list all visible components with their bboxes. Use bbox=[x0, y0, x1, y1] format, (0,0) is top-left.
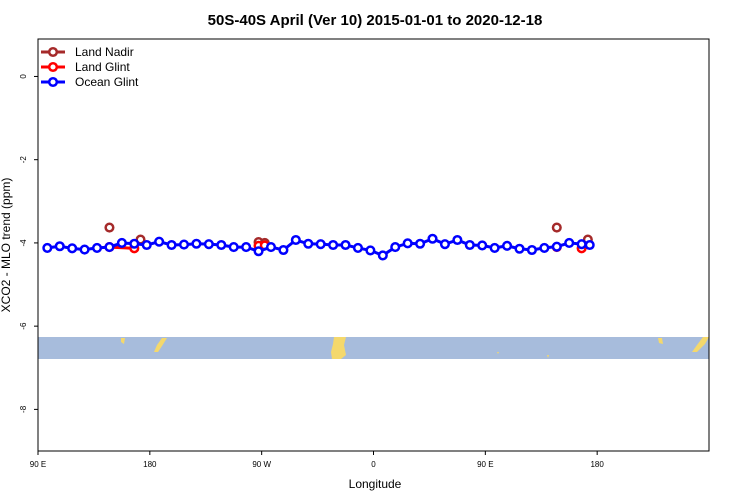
y-axis-label: XCO2 - MLO trend (ppm) bbox=[0, 178, 13, 313]
legend-marker-ocean-glint bbox=[47, 76, 59, 88]
ocean-glint-point bbox=[328, 239, 339, 251]
ocean-glint-point bbox=[141, 239, 152, 251]
land-nadir-point bbox=[551, 222, 562, 233]
y-axis: 0 -2 -4 -6 -8 bbox=[19, 74, 38, 413]
ocean-glint-point bbox=[116, 237, 127, 248]
ocean-glint-point bbox=[290, 234, 301, 246]
ocean-glint-point bbox=[303, 238, 314, 249]
ocean-glint-point bbox=[439, 239, 450, 250]
land-mass bbox=[692, 337, 709, 352]
ocean-glint-point bbox=[228, 242, 239, 253]
legend-marker-land-glint bbox=[47, 61, 59, 73]
ocean-glint-point bbox=[42, 242, 53, 253]
ocean-glint-point bbox=[104, 242, 115, 253]
ocean-glint-point bbox=[278, 244, 289, 256]
legend-label-ocean-glint: Ocean Glint bbox=[75, 75, 139, 89]
x-axis: 90 E 180 90 W 0 90 E 180 bbox=[30, 451, 604, 469]
land-mass bbox=[154, 338, 167, 352]
y-tick-label: -2 bbox=[19, 156, 28, 164]
ocean-glint-point bbox=[91, 242, 103, 253]
y-tick-label: 0 bbox=[19, 74, 28, 79]
chart-title: 50S-40S April (Ver 10) 2015-01-01 to 202… bbox=[208, 12, 543, 29]
ocean-glint-point bbox=[502, 240, 513, 251]
y-tick-label: -8 bbox=[19, 405, 28, 413]
legend-label-land-nadir: Land Nadir bbox=[75, 45, 134, 59]
ocean-glint-point bbox=[464, 239, 475, 251]
ocean-glint-point bbox=[67, 243, 78, 254]
legend-label-land-glint: Land Glint bbox=[75, 60, 130, 74]
y-tick-label: -4 bbox=[19, 239, 28, 247]
land-mass bbox=[331, 337, 346, 359]
ocean-glint-point bbox=[79, 244, 90, 255]
x-tick-label: 90 W bbox=[252, 460, 271, 469]
x-tick-label: 0 bbox=[371, 460, 376, 469]
land-mass bbox=[121, 338, 125, 344]
ocean-glint-point bbox=[551, 241, 562, 252]
ocean-glint-point bbox=[564, 237, 575, 248]
ocean-glint-point bbox=[514, 243, 525, 254]
ocean-glint-point bbox=[216, 239, 227, 251]
ocean-glint-point bbox=[489, 242, 500, 253]
ocean-glint-point bbox=[129, 238, 140, 249]
ocean-glint-point bbox=[576, 239, 587, 250]
ocean-glint-point bbox=[477, 240, 488, 251]
ocean-glint-point bbox=[427, 233, 438, 244]
x-tick-label: 90 E bbox=[477, 460, 493, 469]
x-tick-label: 180 bbox=[143, 460, 157, 469]
ocean-glint-point bbox=[154, 236, 165, 247]
land-mass bbox=[658, 338, 663, 344]
ocean-glint-point bbox=[365, 245, 376, 256]
x-tick-label: 180 bbox=[590, 460, 604, 469]
ocean-glint-point bbox=[191, 238, 202, 249]
land-mass bbox=[497, 352, 499, 354]
ocean-glint-point bbox=[54, 241, 65, 252]
plot-area bbox=[42, 222, 595, 261]
ocean-glint-point bbox=[166, 239, 177, 251]
ocean-glint-point bbox=[178, 239, 190, 250]
x-axis-label: Longitude bbox=[349, 477, 402, 491]
ocean-glint-point bbox=[539, 242, 550, 253]
plot-frame bbox=[37, 38, 710, 452]
ocean-glint-point bbox=[265, 242, 277, 253]
ocean-glint-point bbox=[584, 239, 595, 251]
ocean-glint-point bbox=[340, 239, 351, 251]
legend-marker-land-nadir bbox=[47, 46, 59, 58]
land-mask-band bbox=[38, 337, 709, 359]
ocean-glint-point bbox=[390, 242, 401, 253]
ocean-glint-point bbox=[415, 238, 426, 249]
ocean-band bbox=[38, 337, 709, 359]
land-mass bbox=[547, 355, 549, 358]
ocean-glint-point bbox=[203, 239, 214, 250]
ocean-glint-point bbox=[452, 234, 463, 246]
ocean-glint-point bbox=[253, 246, 264, 257]
ocean-glint-point bbox=[315, 239, 326, 250]
land-nadir-point bbox=[104, 222, 115, 233]
ocean-glint-point bbox=[526, 244, 537, 256]
x-tick-label: 90 E bbox=[30, 460, 46, 469]
ocean-glint-point bbox=[402, 238, 413, 249]
ocean-glint-point bbox=[377, 250, 388, 261]
ocean-glint-point bbox=[352, 242, 364, 253]
ocean-glint-point bbox=[241, 242, 252, 253]
y-tick-label: -6 bbox=[19, 322, 28, 330]
